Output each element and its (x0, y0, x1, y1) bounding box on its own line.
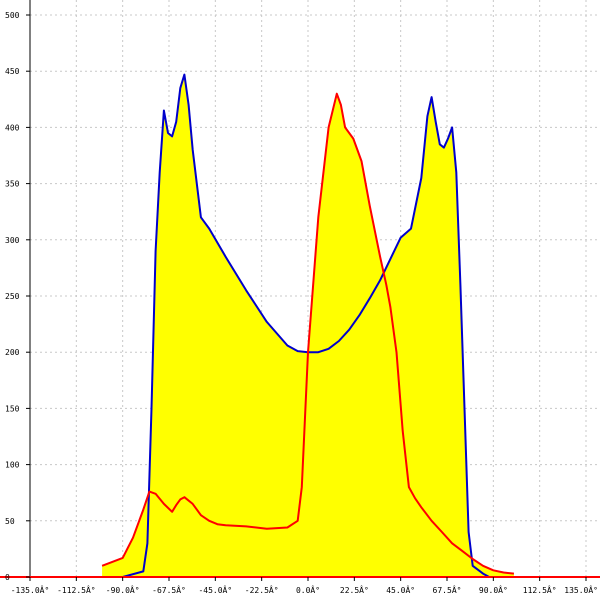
x-tick-label: -67.5Â° (152, 584, 186, 595)
x-tick-label: -45.0Â° (198, 584, 232, 595)
x-tick-label: 67.5Â° (433, 584, 462, 595)
y-tick-label: 200 (5, 348, 20, 357)
x-tick-label: -135.0Â° (11, 584, 50, 595)
y-tick-label: 450 (5, 67, 20, 76)
x-tick-label: 90.0Â° (479, 584, 508, 595)
x-tick-label: 0.0Â° (296, 584, 320, 595)
series-lines (101, 73, 515, 578)
y-tick-label: 400 (5, 123, 20, 132)
x-tick-label: 22.5Â° (340, 584, 369, 595)
series-line (122, 73, 490, 578)
tick-labels: 0 50 100 150 200 250 300 350 400 450 500 -135.0Â° -1… (5, 11, 598, 595)
y-tick-label: 150 (5, 404, 20, 413)
area-fills (102, 74, 514, 577)
series-area-fill (102, 93, 514, 577)
y-tick-label: 0 (5, 573, 10, 582)
x-tick-label: 112.5Â° (523, 584, 557, 595)
x-tick-label: 45.0Â° (386, 584, 415, 595)
y-tick-label: 100 (5, 461, 20, 470)
series-line (101, 92, 515, 575)
y-tick-label: 300 (5, 236, 20, 245)
x-tick-label: -90.0Â° (106, 584, 140, 595)
x-tick-label: -22.5Â° (245, 584, 279, 595)
x-tick-label: 135.0Â° (564, 584, 598, 595)
x-tick-label: -112.5Â° (57, 584, 96, 595)
y-tick-label: 350 (5, 180, 20, 189)
y-tick-label: 250 (5, 292, 20, 301)
y-tick-label: 500 (5, 11, 20, 20)
y-tick-label: 50 (5, 517, 15, 526)
axes (0, 0, 600, 581)
